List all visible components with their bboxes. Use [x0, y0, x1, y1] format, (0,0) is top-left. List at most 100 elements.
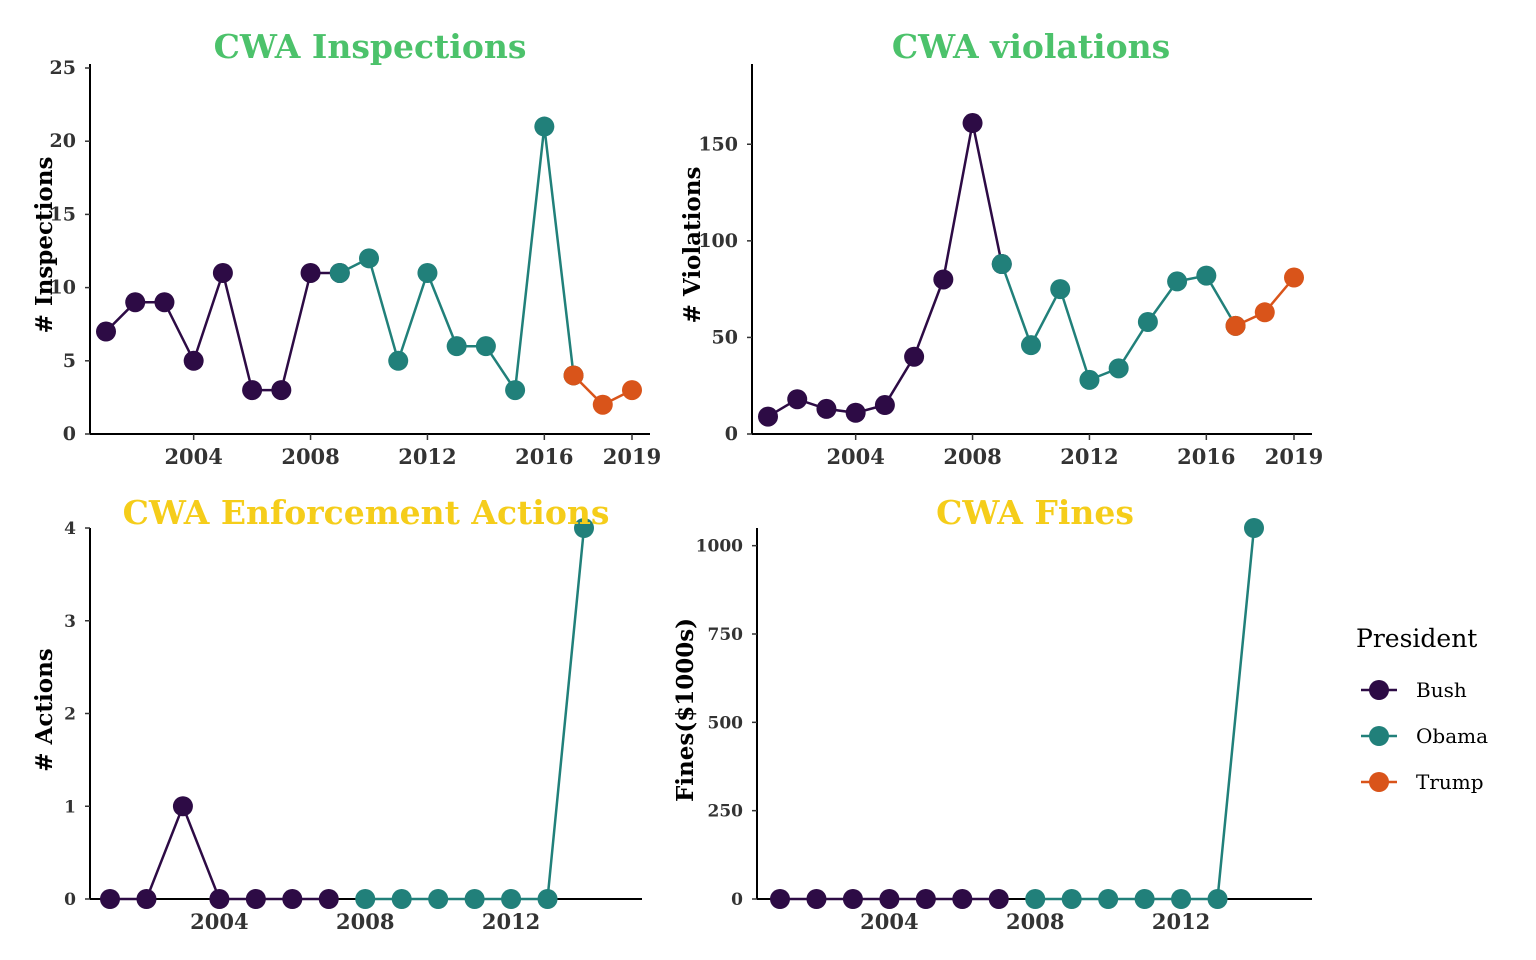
- y-tick-label: 15: [50, 203, 76, 225]
- data-point-obama: [359, 248, 379, 269]
- data-point-bush: [758, 406, 778, 427]
- data-point-bush: [787, 389, 808, 410]
- data-point-obama: [1196, 265, 1217, 286]
- data-point-obama: [1061, 889, 1082, 909]
- data-point-bush: [879, 889, 900, 909]
- data-point-obama: [464, 889, 485, 909]
- y-tick-label: 0: [63, 423, 76, 445]
- y-tick-label: 0: [64, 890, 76, 910]
- chart-panel-2: 0 50 100 150 2004 2008 2012 2016 2019 CWA violati…: [679, 27, 1323, 469]
- data-point-obama: [1171, 889, 1192, 909]
- y-tick-label: 10: [50, 277, 76, 299]
- series-line-bush: [105, 268, 340, 392]
- data-point-bush: [125, 292, 146, 313]
- data-point-trump: [563, 365, 584, 386]
- y-tick-label: 0: [731, 890, 743, 910]
- data-point-bush: [806, 889, 827, 909]
- legend-marker-bush: [1369, 680, 1389, 700]
- data-point-obama: [1244, 518, 1264, 538]
- legend: President Bush Obama Trump: [1356, 624, 1488, 794]
- data-point-obama: [1167, 271, 1188, 292]
- x-tick-label: 2008: [281, 444, 339, 469]
- chart-title: CWA violations: [892, 27, 1170, 66]
- data-point-trump: [1225, 315, 1246, 336]
- y-tick-label: 1: [64, 797, 76, 817]
- x-tick-label: 2008: [336, 909, 394, 934]
- series-line-obama: [365, 527, 586, 901]
- y-tick-label: 250: [708, 802, 744, 822]
- y-tick-label: 150: [698, 133, 738, 155]
- x-tick-label: 2012: [398, 444, 456, 469]
- data-point-bush: [136, 889, 157, 909]
- x-tick-label: 2008: [943, 444, 1001, 469]
- data-point-bush: [962, 113, 983, 134]
- data-point-obama: [501, 889, 522, 909]
- y-tick-label: 5: [63, 350, 76, 372]
- x-tick-label: 2019: [1265, 444, 1323, 469]
- chart-title: CWA Inspections: [214, 27, 527, 66]
- chart-title: CWA Fines: [936, 493, 1134, 532]
- x-tick-label: 2004: [826, 444, 884, 469]
- y-tick-label: 750: [708, 625, 744, 645]
- data-point-obama: [991, 254, 1012, 275]
- data-point-obama: [1137, 311, 1158, 332]
- x-tick-label: 2012: [1060, 444, 1118, 469]
- data-point-obama: [1098, 889, 1119, 909]
- x-tick-label: 2016: [1177, 444, 1235, 469]
- data-point-bush: [212, 262, 233, 283]
- data-point-obama: [1108, 358, 1129, 379]
- data-point-bush: [915, 889, 936, 909]
- legend-marker-trump: [1369, 772, 1389, 792]
- y-tick-label: 0: [725, 423, 738, 445]
- y-tick-label: 3: [64, 612, 76, 632]
- x-tick-label: 2004: [164, 444, 222, 469]
- data-point-obama: [1021, 335, 1041, 356]
- y-tick-label: 4: [64, 519, 76, 539]
- data-point-trump: [592, 394, 613, 415]
- y-tick-label: 50: [712, 326, 738, 348]
- data-point-bush: [154, 292, 175, 313]
- data-point-bush: [842, 889, 863, 909]
- x-tick-label: 2012: [1152, 909, 1210, 934]
- legend-item-trump: Trump: [1361, 770, 1484, 794]
- data-point-bush: [183, 350, 204, 371]
- data-point-bush: [209, 889, 230, 909]
- data-point-bush: [904, 346, 925, 367]
- data-point-bush: [318, 889, 339, 909]
- chart-panel-4: 0 250 500 750 1000 2004 2008 2012 CWA Fines Fines…: [672, 493, 1312, 934]
- data-point-trump: [622, 380, 642, 401]
- y-tick-label: 500: [708, 713, 744, 733]
- data-point-obama: [388, 350, 409, 371]
- x-tick-label: 2019: [603, 444, 661, 469]
- data-point-obama: [391, 889, 412, 909]
- data-point-bush: [282, 889, 303, 909]
- x-tick-label: 2016: [515, 444, 573, 469]
- data-point-obama: [329, 262, 350, 283]
- data-point-bush: [96, 321, 116, 342]
- data-point-obama: [417, 262, 438, 283]
- data-point-bush: [242, 380, 263, 401]
- data-point-bush: [245, 889, 266, 909]
- data-point-bush: [952, 889, 973, 909]
- series-line-bush: [110, 802, 329, 901]
- data-point-obama: [1207, 889, 1228, 909]
- data-point-obama: [446, 336, 467, 357]
- data-point-obama: [1079, 369, 1100, 390]
- data-point-bush: [874, 395, 895, 416]
- legend-item-obama: Obama: [1361, 724, 1488, 748]
- series-line-bush: [767, 122, 1004, 418]
- data-point-obama: [1134, 889, 1155, 909]
- y-tick-label: 20: [50, 130, 76, 152]
- y-tick-label: 2: [64, 705, 76, 725]
- chart-title: CWA Enforcement Actions: [123, 493, 610, 532]
- data-point-bush: [100, 889, 120, 909]
- y-axis-label: # Violations: [679, 167, 706, 324]
- x-tick-label: 2004: [860, 909, 918, 934]
- data-point-bush: [300, 262, 321, 283]
- data-point-obama: [355, 889, 376, 909]
- data-point-bush: [816, 398, 837, 419]
- x-tick-label: 2004: [190, 909, 248, 934]
- data-point-bush: [770, 889, 790, 909]
- data-point-bush: [845, 402, 866, 423]
- legend-item-bush: Bush: [1361, 678, 1467, 702]
